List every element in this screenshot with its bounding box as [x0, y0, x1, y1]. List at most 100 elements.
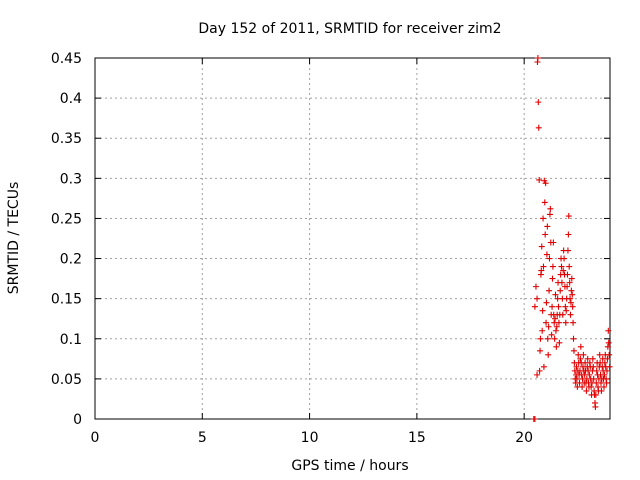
x-tick-label: 20: [515, 430, 533, 446]
data-point: [535, 124, 542, 131]
data-point: [540, 363, 547, 370]
data-point: [603, 379, 610, 386]
data-point: [566, 279, 573, 286]
data-point: [534, 371, 541, 378]
grid-lines: [95, 58, 610, 419]
data-point: [552, 291, 559, 298]
data-point: [592, 391, 599, 398]
data-point: [568, 287, 575, 294]
data-point: [552, 315, 559, 322]
data-point: [543, 251, 550, 258]
data-point: [604, 355, 611, 362]
data-point: [605, 327, 612, 334]
data-point: [588, 383, 595, 390]
y-tick-label: 0.1: [60, 332, 82, 348]
chart-title: Day 152 of 2011, SRMTID for receiver zim…: [198, 21, 501, 37]
x-axis-label: GPS time / hours: [291, 458, 408, 474]
data-point: [534, 55, 541, 61]
y-tick-label: 0.45: [51, 51, 82, 67]
data-point: [549, 263, 556, 270]
data-point: [535, 99, 542, 106]
data-point: [566, 263, 573, 270]
y-tick-label: 0.05: [51, 372, 82, 388]
data-point: [598, 387, 605, 394]
data-point: [605, 339, 612, 346]
data-point: [532, 283, 539, 290]
data-point: [560, 267, 567, 274]
data-point: [537, 335, 544, 342]
data-point: [561, 255, 568, 262]
data-point: [564, 283, 571, 290]
data-point: [546, 211, 553, 218]
data-point: [555, 303, 562, 310]
y-tick-label: 0.4: [60, 91, 82, 107]
data-point: [531, 416, 538, 422]
data-point: [543, 319, 550, 326]
data-point: [563, 307, 570, 314]
data-point: [564, 247, 571, 254]
data-point: [539, 307, 546, 314]
data-point: [569, 291, 576, 298]
data-point: [589, 355, 596, 362]
data-point: [536, 367, 543, 374]
data-point: [558, 263, 565, 270]
data-point: [545, 351, 552, 358]
data-point: [606, 363, 613, 370]
y-tick-label: 0.2: [60, 252, 82, 268]
data-point: [597, 379, 604, 386]
x-tick-labels: 0 5 10 15 20: [91, 430, 534, 446]
data-point: [583, 387, 590, 394]
y-tick-label: 0.35: [51, 131, 82, 147]
data-point: [603, 367, 610, 374]
data-point: [593, 367, 600, 374]
y-tick-label: 0: [73, 412, 82, 428]
y-tick-label: 0.15: [51, 292, 82, 308]
data-point: [543, 299, 550, 306]
data-point: [557, 287, 564, 294]
data-point: [577, 355, 584, 362]
data-point: [556, 339, 563, 346]
x-tick-label: 0: [91, 430, 100, 446]
data-point: [579, 383, 586, 390]
data-point: [552, 327, 559, 334]
data-point: [542, 231, 549, 238]
data-point: [570, 319, 577, 326]
data-point: [548, 331, 555, 338]
y-tick-labels: 0 0.05 0.1 0.15 0.2 0.25 0.3 0.35 0.4 0.45: [51, 51, 82, 428]
data-point: [596, 351, 603, 358]
data-point: [562, 303, 569, 310]
data-point: [567, 295, 574, 302]
data-point: [573, 375, 580, 382]
data-point: [549, 303, 556, 310]
data-point: [577, 343, 584, 350]
data-point: [546, 255, 553, 262]
data-point: [549, 275, 556, 282]
data-points: [530, 55, 613, 422]
data-point: [550, 239, 557, 246]
data-point: [590, 363, 597, 370]
data-point: [545, 323, 552, 330]
data-point: [606, 351, 613, 358]
data-point: [575, 351, 582, 358]
plot-area-border: [94, 57, 611, 420]
data-point: [564, 271, 571, 278]
data-point: [553, 343, 560, 350]
data-point: [551, 335, 558, 342]
data-point: [569, 303, 576, 310]
data-point: [537, 347, 544, 354]
data-point: [558, 279, 565, 286]
data-point: [538, 267, 545, 274]
data-point: [604, 343, 611, 350]
data-point: [547, 205, 554, 212]
data-point: [544, 223, 551, 230]
data-point: [570, 347, 577, 354]
data-point: [568, 275, 575, 282]
data-point: [570, 335, 577, 342]
data-point: [555, 319, 562, 326]
data-point: [553, 323, 560, 330]
data-point: [590, 375, 597, 382]
data-point: [600, 383, 607, 390]
y-tick-label: 0.3: [60, 171, 82, 187]
data-point: [573, 363, 580, 370]
